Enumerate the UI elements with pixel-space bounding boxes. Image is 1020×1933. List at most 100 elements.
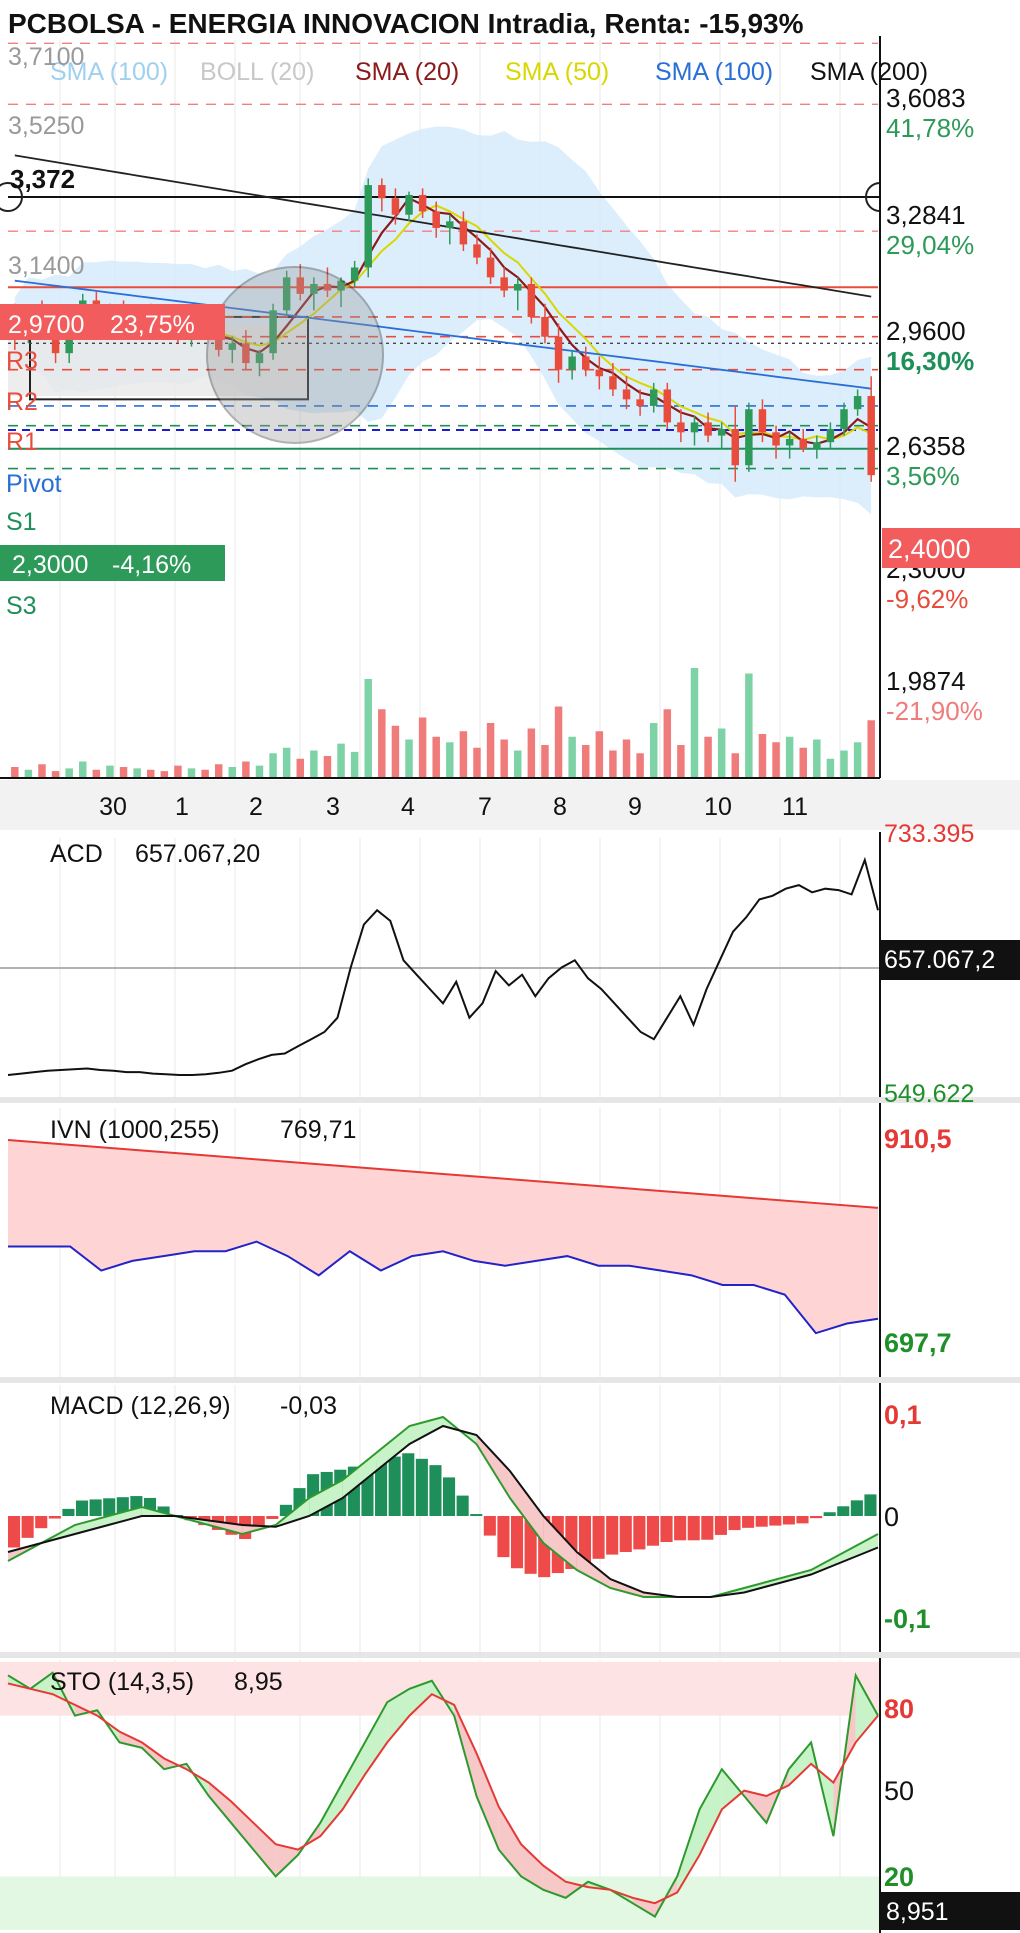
candle: [745, 409, 753, 466]
candle: [541, 316, 549, 337]
candle: [391, 198, 400, 215]
candle: [853, 396, 862, 410]
macd-histogram-bar: [782, 1516, 795, 1525]
panel-frames: [0, 36, 1020, 1933]
acd-axis-bottom: 549.622: [884, 1080, 974, 1108]
macd-histogram-bar: [823, 1512, 836, 1516]
legend-entry: SMA (20): [355, 58, 459, 86]
volume-bar: [554, 706, 563, 778]
legend-entry: SMA (100): [50, 58, 168, 86]
chart-title: PCBOLSA - ENERGIA INNOVACION Intradia, R…: [8, 8, 804, 39]
volume-bar: [92, 769, 101, 778]
highlight-circle: [206, 266, 384, 444]
macd-fill: [543, 1516, 577, 1570]
sto-fill: [543, 1865, 566, 1898]
volume-bar: [514, 750, 522, 778]
volume-bar: [432, 736, 440, 778]
volume-bar: [446, 742, 454, 778]
price-axis-pct: 41,78%: [886, 113, 974, 143]
x-tick-label: 3: [326, 793, 340, 821]
candle: [255, 353, 264, 364]
level-label: 3,7100: [8, 43, 84, 71]
volume-bar: [38, 764, 46, 778]
x-tick-label: 4: [401, 793, 415, 821]
price-axis-pct: 29,04%: [886, 230, 974, 260]
volume-bar: [867, 720, 875, 778]
x-tick-label: 30: [99, 793, 127, 821]
macd-axis-top: 0,1: [884, 1400, 922, 1430]
box-low-tag: [0, 545, 225, 581]
ivn-line: [8, 1240, 879, 1335]
volume-bar: [282, 747, 291, 778]
price-axis-label: 2,6358: [886, 431, 966, 461]
macd-histogram-bar: [578, 1516, 592, 1564]
volume-bar: [201, 769, 209, 778]
candle: [486, 257, 495, 278]
volume-bar: [622, 739, 631, 778]
macd-fill: [744, 1579, 778, 1593]
volume-bar: [146, 769, 155, 778]
volume-bar: [717, 728, 726, 778]
x-tick-label: 10: [704, 793, 732, 821]
candle: [378, 185, 386, 199]
macd-histogram-bar: [606, 1516, 619, 1555]
sto-fill: [476, 1753, 499, 1850]
sto-axis-top: 80: [884, 1694, 914, 1724]
sto-d-line: [7, 1682, 879, 1905]
sto-fill: [409, 1680, 432, 1716]
volume-bar: [255, 765, 264, 778]
volume-bar: [228, 767, 237, 778]
macd-histogram-bar: [660, 1516, 673, 1543]
macd-value: -0,03: [280, 1392, 337, 1420]
time-axis-band: [0, 780, 1020, 830]
macd-histogram-bar: [483, 1516, 496, 1536]
volume-bar: [853, 742, 862, 778]
ivn-panel: [7, 1139, 879, 1335]
current-price: 2,4000: [888, 534, 971, 564]
candle: [500, 277, 508, 291]
candle: [609, 376, 617, 390]
volume-bar: [337, 743, 345, 778]
price-axis-pct: 3,56%: [886, 461, 960, 491]
macd-histogram-bar: [415, 1458, 428, 1516]
macd-fill: [509, 1471, 544, 1543]
candle: [228, 343, 237, 350]
sto-fill: [342, 1742, 365, 1810]
macd-histogram-bar: [714, 1516, 727, 1535]
candle: [51, 333, 60, 354]
sto-fill: [231, 1801, 254, 1850]
level-label: 3,1400: [8, 252, 84, 280]
candle: [323, 283, 332, 291]
macd-fill: [844, 1534, 878, 1561]
ivn-fill: [8, 1140, 878, 1334]
candle: [405, 194, 413, 215]
macd-fill: [108, 1507, 142, 1525]
candle: [432, 211, 440, 228]
macd-histogram-bar: [456, 1495, 469, 1516]
volume-bar: [649, 723, 658, 778]
legend-entry: SMA (200): [810, 58, 928, 86]
macd-histogram-bar: [837, 1506, 850, 1516]
volume-bar: [364, 679, 372, 778]
level-label: 3,5250: [8, 112, 84, 140]
volume-bar: [486, 723, 495, 778]
candle: [690, 422, 699, 433]
candle: [242, 343, 250, 364]
x-tick-label: 2: [249, 793, 263, 821]
candle: [826, 429, 835, 443]
macd-histogram-bar: [633, 1516, 646, 1550]
volume-bar: [242, 761, 250, 778]
candle: [310, 283, 318, 294]
candle: [813, 442, 821, 449]
price-panel: [0, 42, 880, 778]
volume-bar: [799, 747, 807, 778]
sma-200-line: [14, 154, 872, 298]
macd-histogram-bar: [388, 1456, 401, 1516]
volume-bar: [704, 736, 712, 778]
macd-histogram-bar: [8, 1516, 21, 1548]
macd-histogram-bar: [429, 1465, 442, 1516]
macd-fill: [309, 1480, 343, 1516]
volume-bar: [581, 745, 590, 778]
candle: [364, 185, 372, 268]
